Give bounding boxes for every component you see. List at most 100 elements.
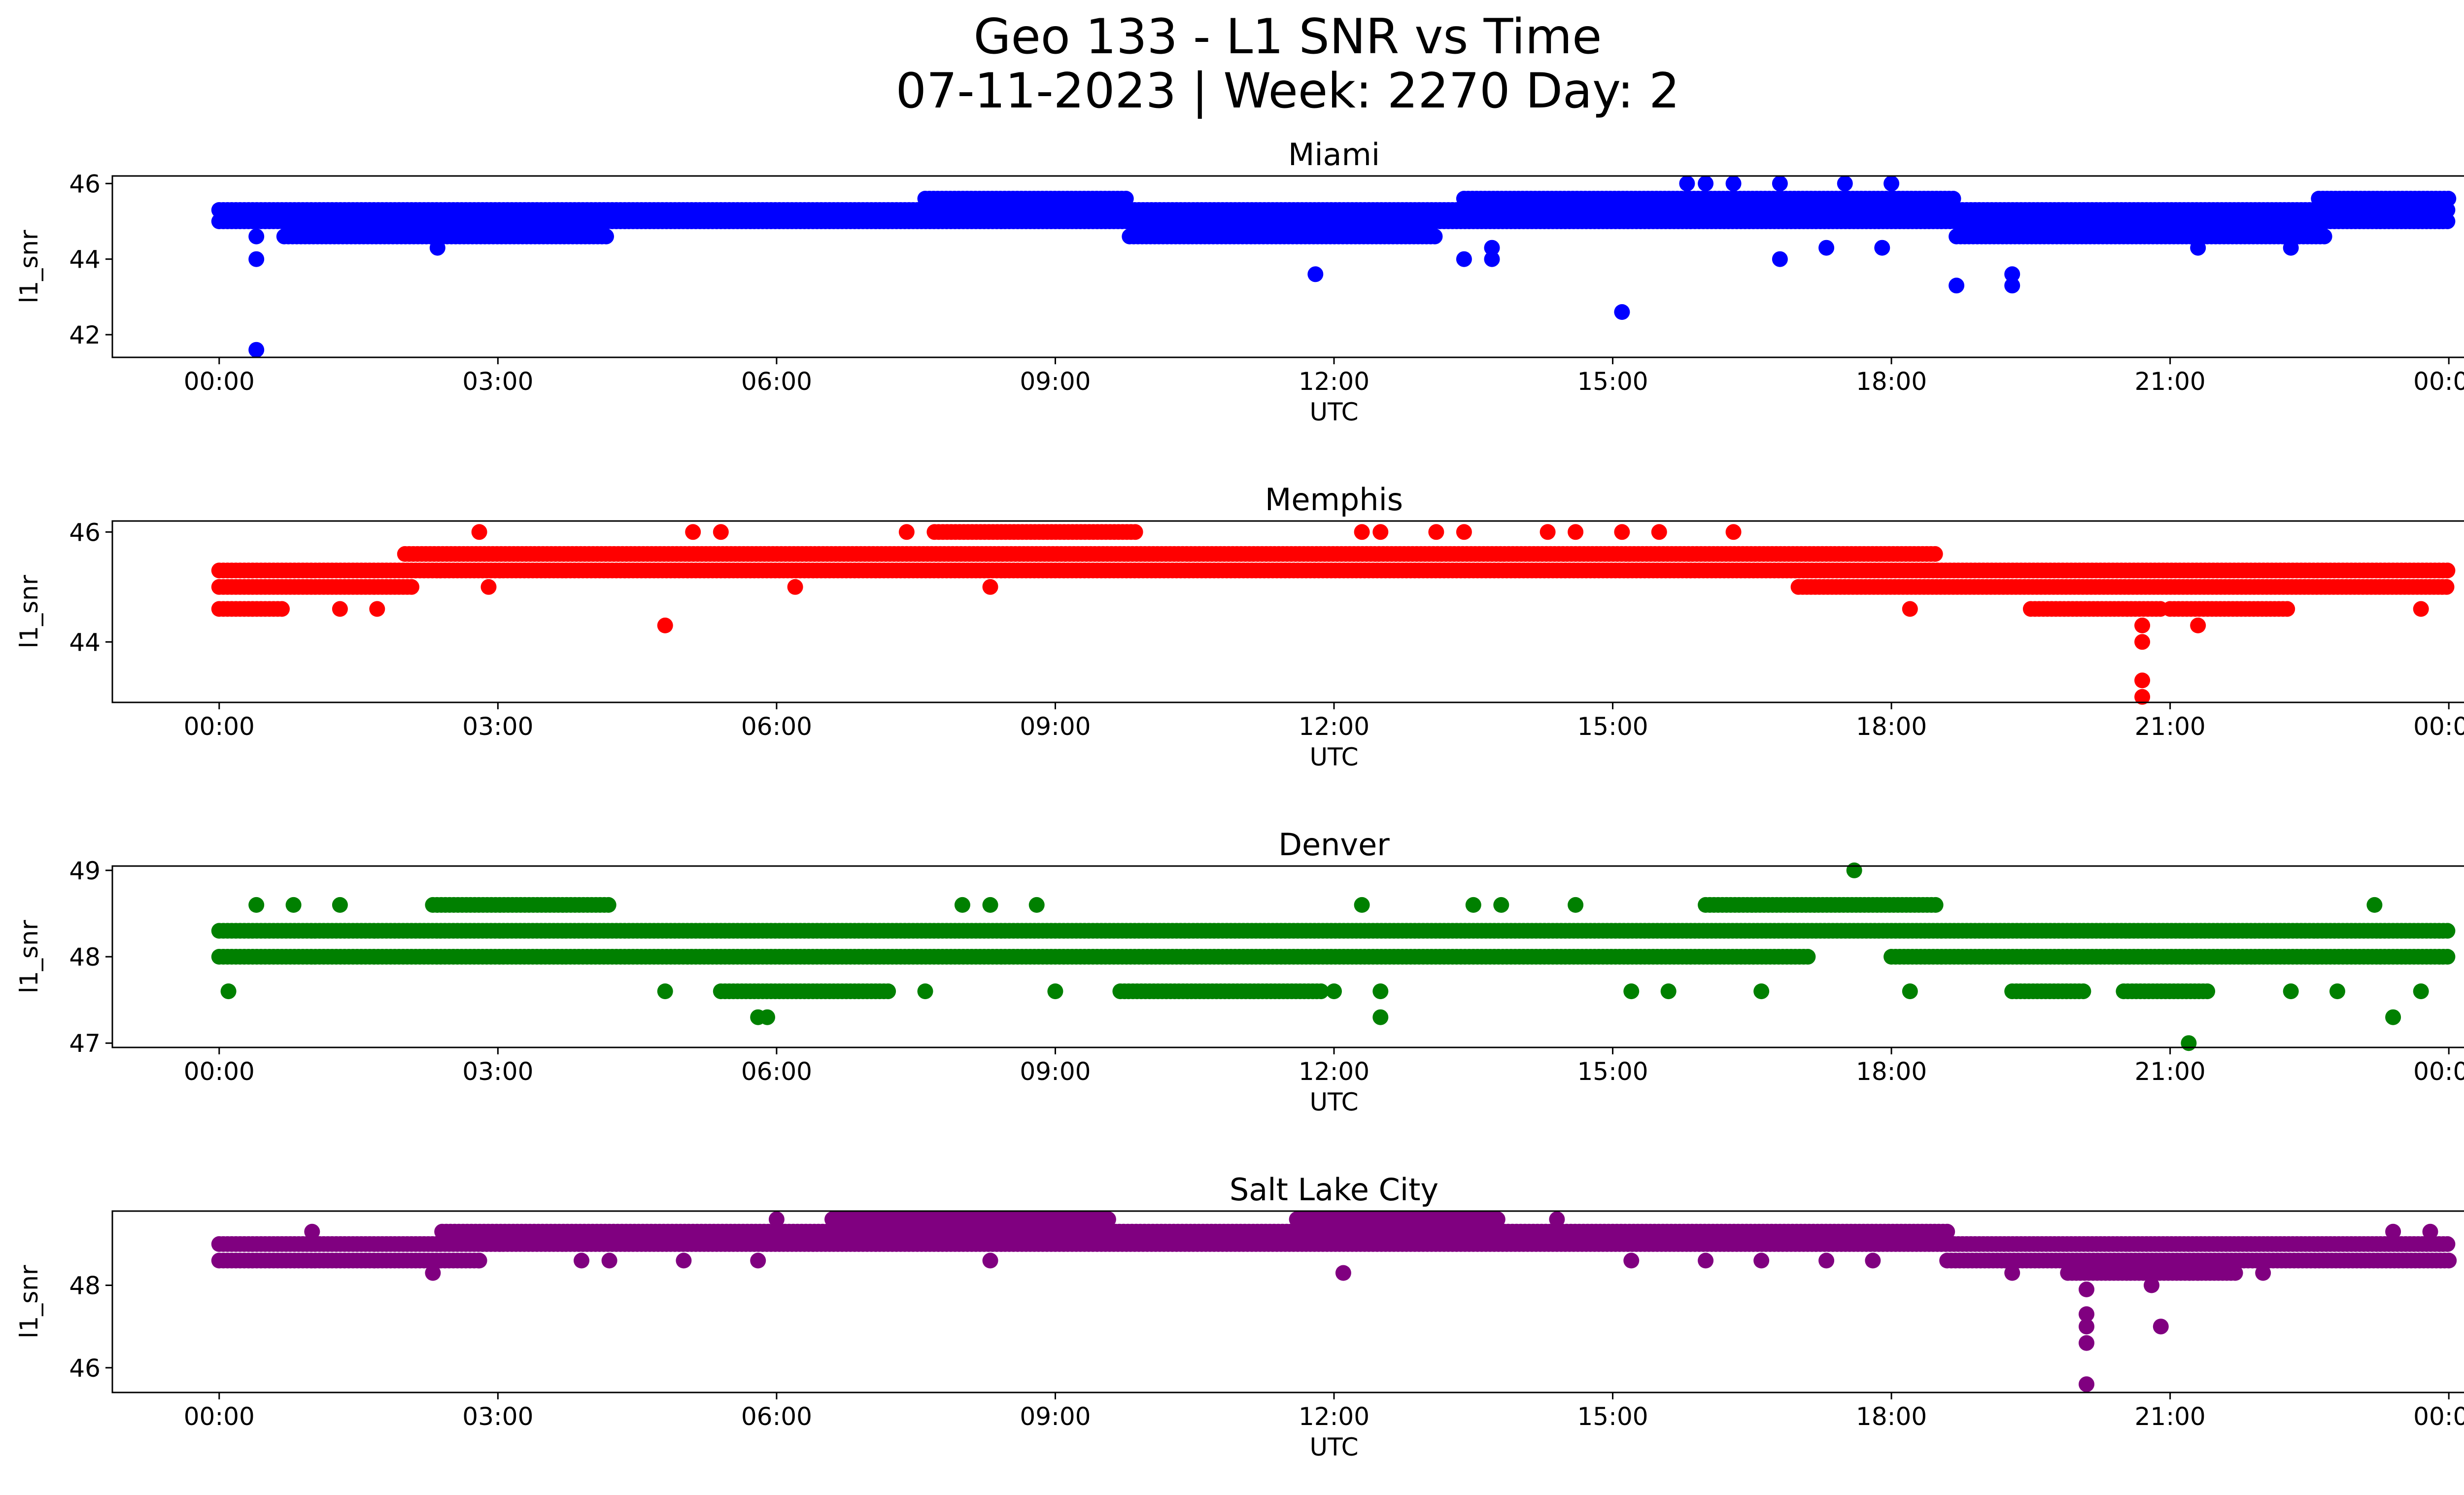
subplot-memphis: 00:00 03:00 06:00 09:00 12:00 15:00 18:00 21:00… (15, 482, 2464, 771)
data-point (2366, 897, 2383, 913)
data-point (2190, 240, 2206, 256)
data-point (1427, 228, 1443, 244)
y-tick-label: 46 (69, 518, 101, 547)
data-point (1698, 175, 1714, 192)
data-point (285, 897, 302, 913)
data-point (1028, 897, 1045, 913)
x-tick-label: 12:00 (1299, 712, 1369, 741)
y-axis-label: l1_snr (15, 230, 43, 303)
data-point (2329, 983, 2345, 1000)
data-point (954, 897, 970, 913)
data-point (1540, 524, 1556, 540)
data-point (480, 579, 497, 595)
x-axis-label: UTC (1309, 1088, 1358, 1116)
data-point (657, 617, 673, 633)
data-point (1326, 983, 1342, 1000)
data-point (2439, 923, 2456, 939)
data-point (248, 342, 265, 358)
data-point (1945, 191, 1961, 207)
x-tick-label: 21:00 (2135, 1057, 2206, 1086)
y-tick-label: 48 (69, 943, 101, 972)
data-point (1725, 175, 1742, 192)
data-point (1651, 524, 1667, 540)
data-point (2439, 949, 2456, 965)
x-tick-label: 03:00 (462, 367, 533, 396)
x-tick-label: 06:00 (741, 367, 812, 396)
data-point (369, 601, 385, 617)
x-tick-label: 00:00 (2413, 712, 2464, 741)
data-point (2413, 601, 2429, 617)
data-point (1846, 862, 1862, 878)
data-point (1623, 983, 1640, 1000)
data-point (982, 897, 998, 913)
data-point (1307, 266, 1324, 282)
figure-title: Geo 133 - L1 SNR vs Time (973, 9, 1602, 65)
data-point (248, 897, 265, 913)
y-tick-label: 49 (69, 857, 101, 885)
y-axis-label: l1_snr (15, 920, 43, 993)
data-point (332, 601, 348, 617)
data-point (1428, 524, 1444, 540)
data-point (2134, 617, 2151, 633)
x-tick-label: 00:00 (184, 1057, 255, 1086)
x-tick-label: 09:00 (1020, 367, 1091, 396)
data-point (1660, 983, 1677, 1000)
data-point (657, 983, 673, 1000)
x-tick-label: 06:00 (741, 1057, 812, 1086)
data-point (2385, 1009, 2401, 1025)
data-point (1568, 524, 1584, 540)
y-tick-label: 46 (69, 170, 101, 198)
x-tick-label: 21:00 (2135, 367, 2206, 396)
data-point (1484, 251, 1500, 267)
x-tick-label: 15:00 (1577, 712, 1648, 741)
x-tick-label: 15:00 (1577, 367, 1648, 396)
x-tick-label: 15:00 (1577, 1057, 1648, 1086)
data-point (1772, 251, 1788, 267)
figure-subtitle: 07-11-2023 | Week: 2270 Day: 2 (895, 63, 1680, 119)
data-point (1753, 983, 1770, 1000)
subplot-title: Denver (1278, 827, 1390, 863)
data-point (1614, 304, 1630, 320)
x-tick-label: 06:00 (741, 712, 812, 741)
data-point (2441, 1252, 2457, 1269)
data-point (1927, 546, 1943, 562)
data-point (1772, 175, 1788, 192)
subplot-salt-lake-city: 00:00 03:00 06:00 09:00 12:00 15:00 18:00 21:00… (15, 1172, 2464, 1461)
data-point (274, 601, 290, 617)
data-point (713, 524, 729, 540)
data-point (2181, 1035, 2197, 1051)
x-axis-label: UTC (1309, 398, 1358, 426)
data-point (1927, 897, 1944, 913)
data-point (1679, 175, 1695, 192)
data-point (1874, 240, 1890, 256)
data-point (2134, 672, 2151, 689)
data-point (1902, 983, 1918, 1000)
data-point (2316, 228, 2332, 244)
x-tick-label: 09:00 (1020, 712, 1091, 741)
data-point (1949, 278, 1965, 294)
data-point (1465, 897, 1481, 913)
y-tick-label: 44 (69, 245, 101, 274)
scatter-series (211, 862, 2456, 1051)
data-point (982, 579, 998, 595)
x-tick-label: 00:00 (184, 367, 255, 396)
data-point (2134, 634, 2151, 650)
data-point (1800, 949, 1816, 965)
data-point (1493, 897, 1509, 913)
data-point (2283, 240, 2299, 256)
data-point (1127, 524, 1143, 540)
data-point (1354, 897, 1370, 913)
data-point (1372, 1009, 1389, 1025)
data-point (2199, 983, 2216, 1000)
x-tick-label: 18:00 (1856, 1057, 1927, 1086)
y-tick-label: 47 (69, 1029, 101, 1058)
data-point (787, 579, 803, 595)
data-point (917, 983, 933, 1000)
data-point (2439, 213, 2456, 229)
data-point (1118, 191, 1134, 207)
data-point (2004, 266, 2020, 282)
data-point (220, 983, 237, 1000)
y-axis-label: l1_snr (15, 575, 43, 648)
